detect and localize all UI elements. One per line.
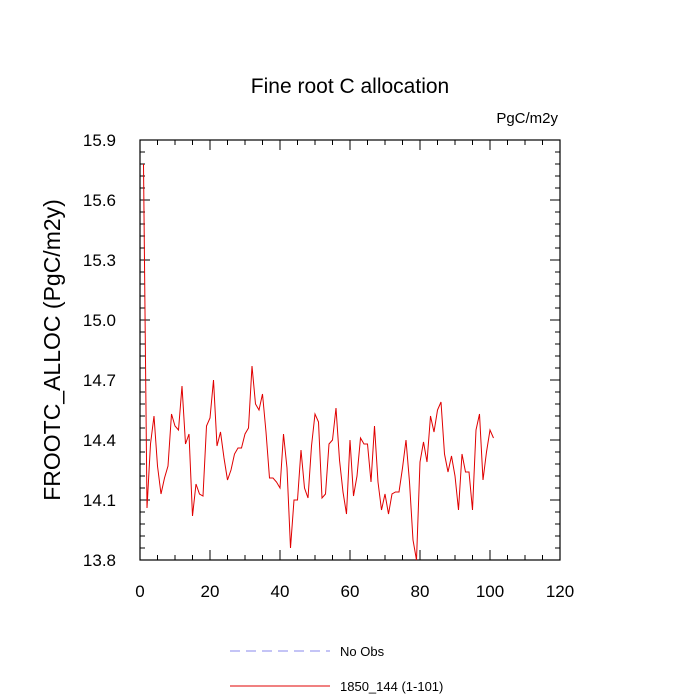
y-tick-label: 15.3 bbox=[83, 251, 116, 270]
y-tick-label: 14.1 bbox=[83, 491, 116, 510]
series-layer bbox=[143, 163, 494, 561]
y-tick-label: 15.0 bbox=[83, 311, 116, 330]
series-line bbox=[143, 163, 494, 561]
y-tick-label: 15.9 bbox=[83, 131, 116, 150]
x-tick-label: 80 bbox=[411, 582, 430, 601]
axis-ticks bbox=[139, 139, 561, 561]
plot-area-frame bbox=[139, 139, 561, 561]
legend: No Obs 1850_144 (1-101) bbox=[230, 644, 443, 694]
x-tick-label: 60 bbox=[341, 582, 360, 601]
y-tick-labels: 13.8 14.1 14.4 14.7 15.0 15.3 15.6 15.9 bbox=[83, 131, 116, 570]
legend-label: No Obs bbox=[340, 644, 385, 659]
x-tick-label: 120 bbox=[546, 582, 574, 601]
y-tick-label: 13.8 bbox=[83, 551, 116, 570]
chart-title: Fine root C allocation bbox=[251, 75, 449, 98]
x-tick-label: 40 bbox=[271, 582, 290, 601]
y-tick-label: 14.4 bbox=[83, 431, 116, 450]
legend-label: 1850_144 (1-101) bbox=[340, 679, 443, 694]
x-tick-labels: 0 20 40 60 80 100 120 bbox=[135, 582, 574, 601]
x-tick-label: 0 bbox=[135, 582, 144, 601]
units-label: PgC/m2y bbox=[496, 110, 558, 127]
y-axis-label: FROOTC_ALLOC (PgC/m2y) bbox=[39, 199, 65, 501]
x-tick-label: 100 bbox=[476, 582, 504, 601]
y-tick-label: 14.7 bbox=[83, 371, 116, 390]
x-tick-label: 20 bbox=[201, 582, 220, 601]
y-tick-label: 15.6 bbox=[83, 191, 116, 210]
